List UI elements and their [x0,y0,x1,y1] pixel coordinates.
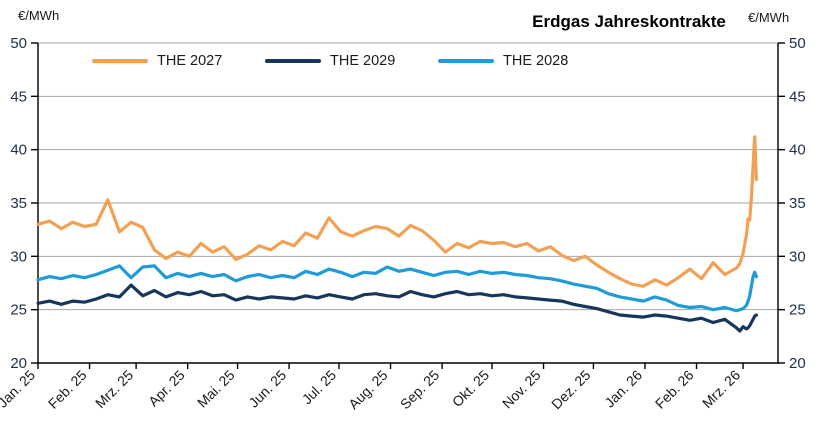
chart-title: Erdgas Jahreskontrakte [532,12,726,31]
x-axis-label: Jun. 25 [245,367,289,411]
legend-label: THE 2028 [503,53,569,69]
x-axis-label: Apr. 25 [145,367,188,410]
y-axis-label-left: 45 [10,88,27,105]
y-axis-label-right: 25 [789,302,806,319]
x-axis-label: Feb. 25 [45,367,90,412]
series-line-the-2027 [36,135,759,288]
x-axis-label: Mai. 25 [194,367,238,411]
y-axis-unit-left: €/MWh [18,8,60,23]
legend-item-the-2027: THE 2027 [92,52,222,70]
series-line-the-2029 [36,283,759,333]
x-axis-label: Mrz. 25 [92,367,136,411]
legend-swatch-the-2027 [92,59,148,63]
y-axis-unit-right: €/MWh [748,10,790,25]
y-axis-label-left: 20 [10,355,27,372]
x-axis-label: Jul. 25 [299,367,340,408]
x-axis-label: Feb. 26 [652,367,697,412]
y-axis-label-right: 30 [789,248,806,265]
x-axis-label: Okt. 25 [449,367,492,410]
legend-swatch-the-2028 [438,59,494,63]
y-axis-label-left: 35 [10,195,27,212]
y-axis-label-left: 30 [10,248,27,265]
y-axis-label-left: 25 [10,302,27,319]
x-axis-label: Jan. 26 [601,367,645,411]
y-axis-label-right: 35 [789,195,806,212]
legend-item-the-2029: THE 2029 [265,52,395,70]
legend-swatch-the-2029 [265,59,321,63]
y-axis-label-right: 40 [789,142,806,159]
x-axis-label: Dez. 25 [548,367,594,413]
y-axis-label-right: 50 [789,35,806,52]
x-axis-label: Mrz. 26 [699,367,743,411]
y-axis-label-left: 40 [10,142,27,159]
legend-item-the-2028: THE 2028 [438,52,568,70]
y-axis-label-right: 45 [789,88,806,105]
legend-label: THE 2029 [330,53,396,69]
x-axis-label: Nov. 25 [499,367,544,412]
y-axis-label-right: 20 [789,355,806,372]
y-axis-label-left: 50 [10,35,27,52]
x-axis-label: Sep. 25 [397,367,443,413]
x-axis-label: Jan. 25 [0,367,38,411]
legend: THE 2027 THE 2029 THE 2028 [0,52,819,72]
series-line-the-2028 [36,264,759,313]
x-axis-label: Aug. 25 [345,367,391,413]
legend-label: THE 2027 [157,53,223,69]
